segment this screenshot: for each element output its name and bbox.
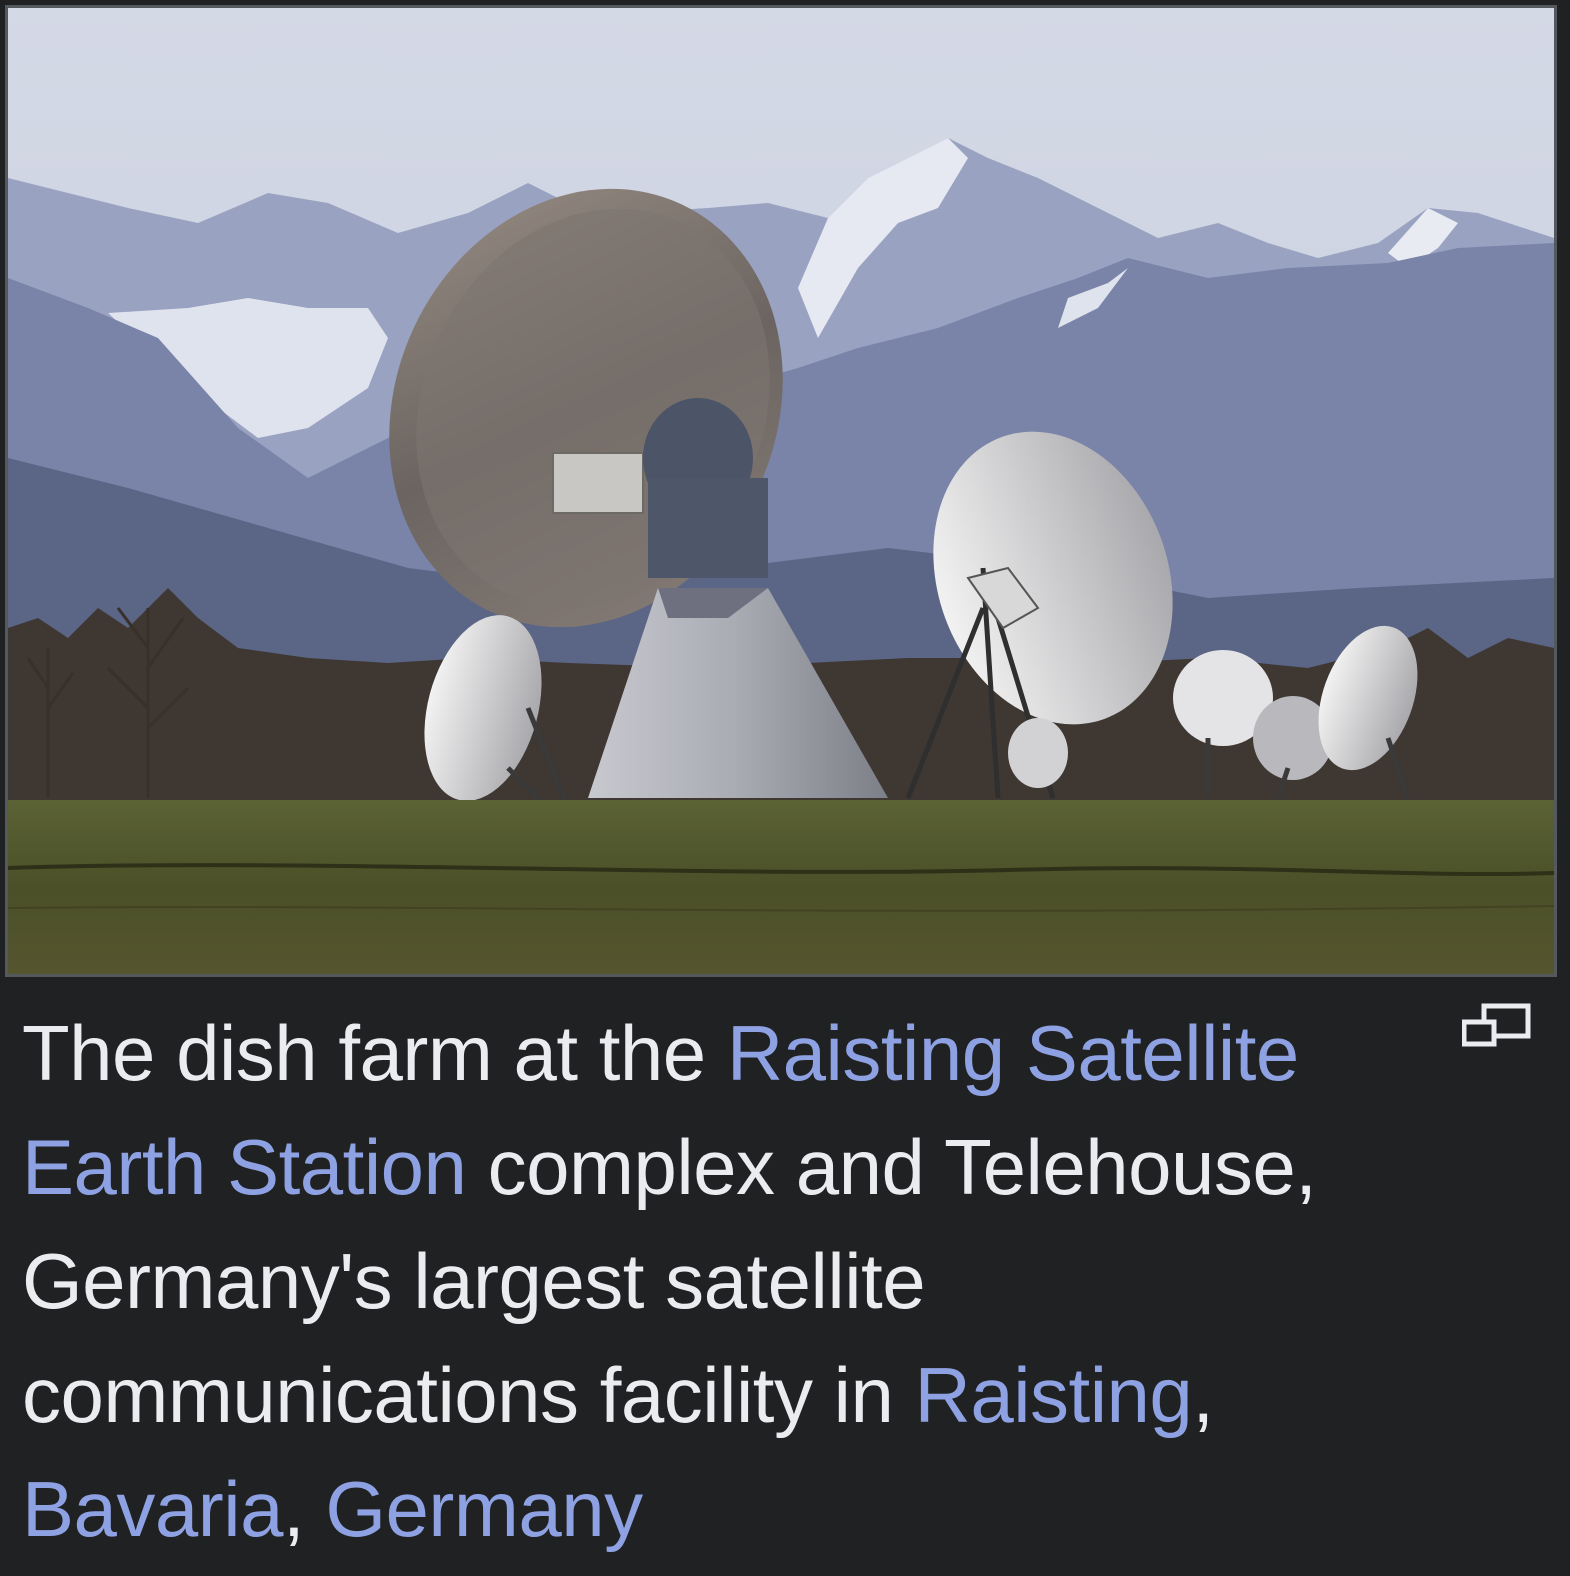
link-raisting-satellite-earth-station[interactable]: Raisting Satellite Earth Station	[22, 1009, 1299, 1211]
figure-image[interactable]	[5, 5, 1557, 977]
link-germany[interactable]: Germany	[325, 1465, 643, 1553]
caption-text-1: The dish farm at the	[22, 1009, 727, 1097]
magnify-clip-icon[interactable]	[1461, 1002, 1532, 1050]
big-dish	[389, 188, 783, 628]
link-raisting[interactable]: Raisting	[914, 1351, 1193, 1439]
caption-text-4: ,	[282, 1465, 326, 1553]
link-bavaria[interactable]: Bavaria	[22, 1465, 283, 1553]
figure-caption: The dish farm at the Raisting Satellite …	[22, 996, 1442, 1566]
photo-raisting-dish-farm[interactable]	[8, 8, 1554, 974]
caption-text-2: complex and Telehouse, Germany's largest…	[22, 1123, 1317, 1439]
caption-text-3: ,	[1192, 1351, 1214, 1439]
